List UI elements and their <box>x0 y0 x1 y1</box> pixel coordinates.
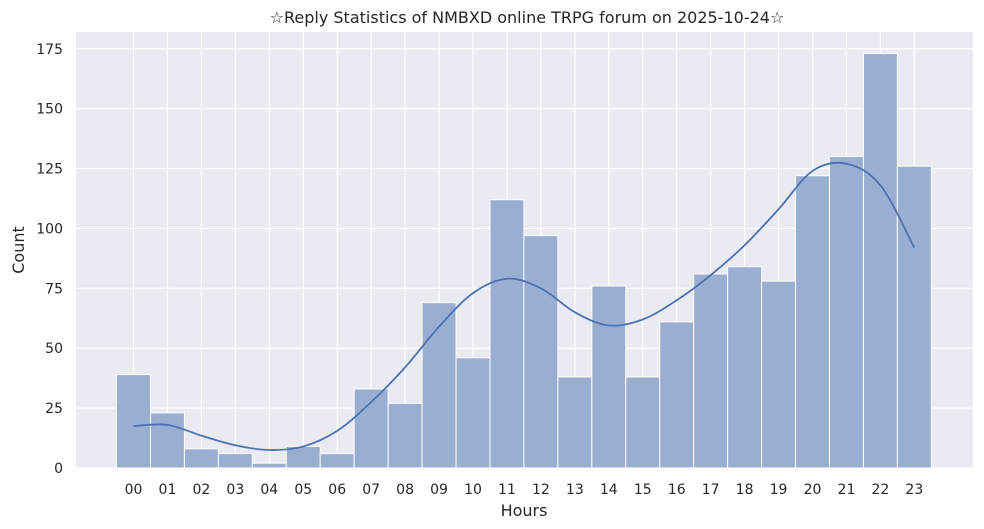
bar-09 <box>421 302 457 469</box>
x-tick-label: 04 <box>260 482 278 498</box>
x-tick-label: 19 <box>770 482 788 498</box>
y-tick-label: 75 <box>45 281 63 297</box>
y-tick-label: 100 <box>36 221 63 237</box>
bar-18 <box>727 266 763 469</box>
y-tick-label: 50 <box>45 341 63 357</box>
y-axis-label: Count <box>9 226 28 274</box>
x-tick-label: 15 <box>634 482 652 498</box>
bar-15 <box>625 376 661 469</box>
bar-16 <box>659 321 695 469</box>
bar-10 <box>455 357 491 469</box>
y-tick-label: 150 <box>36 102 63 118</box>
y-axis-ticks: 0 25 50 75 100 125 150 175 <box>36 42 63 477</box>
bar-17 <box>693 273 729 469</box>
x-tick-label: 03 <box>226 482 244 498</box>
bar-13 <box>557 376 593 469</box>
y-tick-label: 125 <box>36 162 63 178</box>
x-tick-label: 11 <box>498 482 516 498</box>
x-tick-label: 20 <box>804 482 822 498</box>
bar-14 <box>591 285 627 469</box>
bar-12 <box>523 235 559 469</box>
x-tick-label: 00 <box>125 482 143 498</box>
bar-23 <box>896 165 932 469</box>
bar-06 <box>319 453 355 469</box>
x-tick-label: 01 <box>159 482 177 498</box>
y-tick-label: 25 <box>45 401 63 417</box>
bar-11 <box>489 199 525 469</box>
x-axis-ticks: 00 01 02 03 04 05 06 07 08 09 10 11 12 13 14 15 16 17 18 19… <box>125 482 924 498</box>
x-tick-label: 05 <box>294 482 312 498</box>
x-axis-label: Hours <box>501 501 548 520</box>
bar-22 <box>862 53 898 469</box>
chart-title: ☆Reply Statistics of NMBXD online TRPG f… <box>270 8 785 27</box>
x-tick-label: 10 <box>464 482 482 498</box>
bar-19 <box>761 280 797 469</box>
bar-07 <box>353 388 389 469</box>
x-tick-label: 21 <box>838 482 856 498</box>
x-tick-label: 17 <box>702 482 720 498</box>
x-tick-label: 22 <box>871 482 889 498</box>
bar-21 <box>828 156 864 469</box>
x-tick-label: 14 <box>600 482 618 498</box>
y-tick-label: 175 <box>36 42 63 58</box>
bars <box>116 53 932 469</box>
bar-08 <box>387 402 423 469</box>
x-tick-label: 06 <box>328 482 346 498</box>
x-tick-label: 13 <box>566 482 584 498</box>
bar-00 <box>116 374 151 469</box>
bar-01 <box>149 412 185 469</box>
kde-curve <box>133 161 916 451</box>
bar-02 <box>183 448 219 469</box>
bar-04 <box>251 462 287 469</box>
x-tick-label: 07 <box>362 482 380 498</box>
x-tick-label: 08 <box>396 482 414 498</box>
x-tick-label: 02 <box>192 482 210 498</box>
x-tick-label: 18 <box>736 482 754 498</box>
x-tick-label: 16 <box>668 482 686 498</box>
x-tick-label: 09 <box>430 482 448 498</box>
x-tick-label: 12 <box>532 482 550 498</box>
bar-03 <box>217 453 253 469</box>
y-tick-label: 0 <box>54 461 63 477</box>
x-tick-label: 23 <box>905 482 923 498</box>
bar-20 <box>795 175 830 469</box>
